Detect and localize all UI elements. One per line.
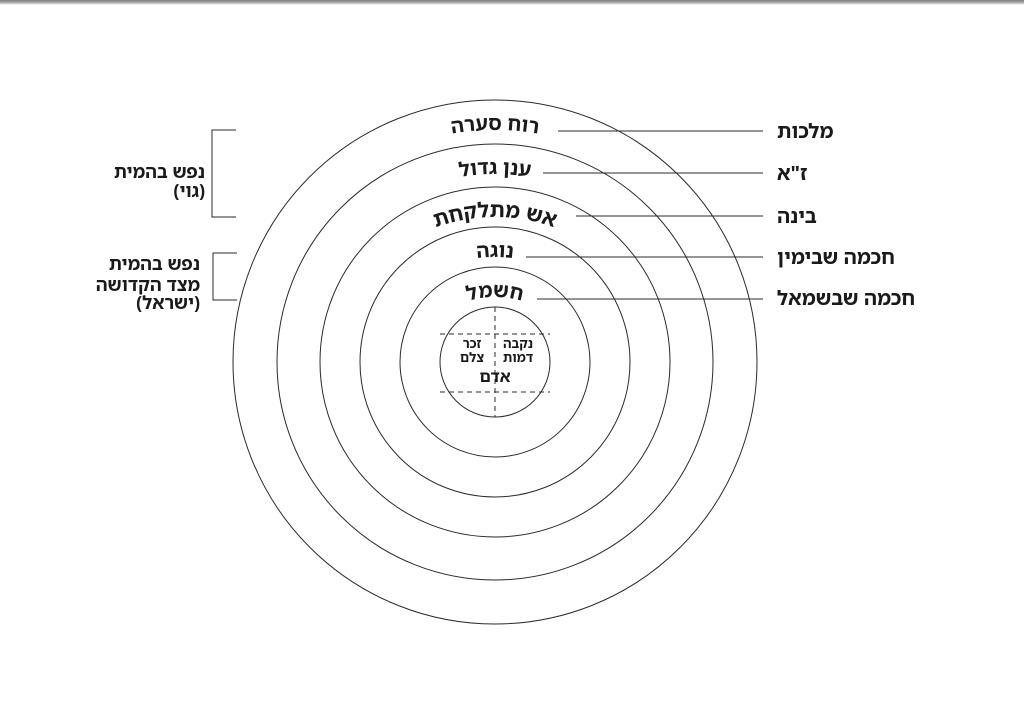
svg-text:דמות: דמות xyxy=(503,348,534,366)
svg-text:ענן גדול: ענן גדול xyxy=(457,153,533,183)
svg-text:אש מתלקחת: אש מתלקחת xyxy=(430,196,561,234)
svg-text:אדם: אדם xyxy=(479,365,510,387)
svg-text:צלם: צלם xyxy=(460,348,484,366)
svg-text:ז"א: ז"א xyxy=(777,159,807,186)
svg-text:חכמה שבשמאל: חכמה שבשמאל xyxy=(777,284,915,311)
svg-text:(גוי): (גוי) xyxy=(174,179,205,203)
svg-text:רוח סערה: רוח סערה xyxy=(449,109,541,139)
svg-text:חכמה שבימין: חכמה שבימין xyxy=(777,243,895,270)
svg-text:נוגה: נוגה xyxy=(475,236,515,264)
svg-text:חשמל: חשמל xyxy=(463,276,526,307)
svg-text:(ישראל): (ישראל) xyxy=(136,291,200,315)
svg-text:בינה: בינה xyxy=(777,202,817,229)
svg-text:מלכות: מלכות xyxy=(777,117,833,144)
